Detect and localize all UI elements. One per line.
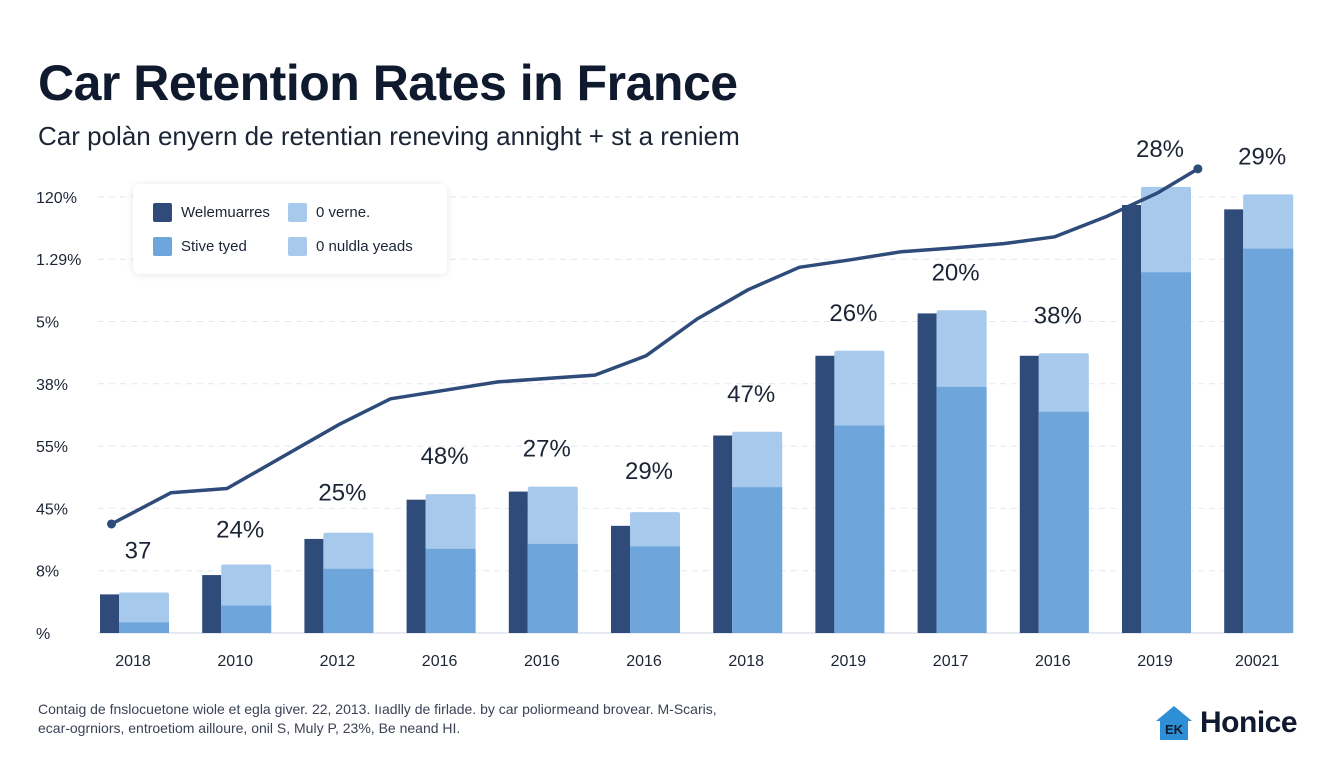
chart-subtitle: Car polàn enyern de retentian reneving a… bbox=[38, 121, 740, 151]
x-tick-label: 2012 bbox=[320, 653, 356, 670]
legend-item-verne: 0 verne. bbox=[288, 203, 370, 222]
bar-dark bbox=[611, 525, 630, 633]
legend-item-stive-tyed: Stive tyed bbox=[153, 237, 247, 256]
legend-item-nuldla-yeads: 0 nuldla yeads bbox=[288, 237, 413, 256]
data-label: 26% bbox=[829, 300, 877, 327]
bar-mid bbox=[630, 546, 680, 633]
chart-title: Car Retention Rates in France bbox=[38, 55, 738, 111]
x-tick-label: 2016 bbox=[626, 653, 662, 670]
bar-mid bbox=[221, 605, 272, 633]
legend-label: 0 verne. bbox=[316, 204, 371, 221]
legend-swatch bbox=[153, 203, 172, 222]
y-axis-ticks: 120% 1.29% 5% 38% 55% 45% 8%% bbox=[36, 190, 81, 643]
x-tick-label: 2016 bbox=[524, 653, 560, 670]
bar-dark bbox=[304, 538, 324, 633]
y-tick-label: 120% bbox=[36, 190, 77, 207]
data-label: 20% bbox=[932, 259, 980, 286]
brand-name: Honice bbox=[1200, 706, 1298, 739]
bar-mid bbox=[834, 425, 885, 633]
bar-mid bbox=[323, 568, 374, 633]
data-label: 48% bbox=[421, 443, 469, 470]
legend-swatch bbox=[153, 237, 172, 256]
x-tick-label: 20021 bbox=[1235, 653, 1280, 670]
y-tick-label: 38% bbox=[36, 377, 68, 394]
trend-line-layer bbox=[106, 164, 1203, 529]
bar-chart: 120% 1.29% 5% 38% 55% 45% 8%% 37 24% 25% 48% 27% 29… bbox=[36, 136, 1294, 670]
legend-label: 0 nuldla yeads bbox=[316, 238, 413, 255]
bar-mid bbox=[732, 487, 783, 633]
x-tick-label: 2018 bbox=[115, 653, 151, 670]
legend-swatch bbox=[288, 237, 307, 256]
bar-dark bbox=[508, 491, 528, 633]
house-logo-icon: EK bbox=[1156, 706, 1192, 740]
trend-line bbox=[110, 167, 1199, 526]
data-label: 28% bbox=[1136, 136, 1184, 163]
x-tick-label: 2017 bbox=[933, 653, 969, 670]
bar-mid bbox=[1038, 411, 1089, 633]
data-label: 24% bbox=[216, 516, 264, 543]
logo-text: EK bbox=[1165, 722, 1184, 737]
y-tick-label: 1.29% bbox=[36, 252, 81, 269]
bar-dark bbox=[100, 594, 119, 633]
data-label: 38% bbox=[1034, 302, 1082, 329]
legend-item-welemuarres: Welemuarres bbox=[153, 203, 270, 222]
y-tick-label: 5% bbox=[36, 315, 59, 332]
y-tick-label: 8% bbox=[36, 564, 59, 581]
y-tick-label: % bbox=[36, 626, 50, 643]
x-tick-label: 2016 bbox=[1035, 653, 1071, 670]
x-tick-label: 2019 bbox=[1137, 653, 1173, 670]
legend-label: Welemuarres bbox=[181, 204, 270, 221]
data-label: 29% bbox=[1238, 143, 1286, 170]
bar-mid bbox=[119, 622, 169, 633]
trend-line-endpoint bbox=[106, 519, 116, 529]
data-labels: 37 24% 25% 48% 27% 29% 47% 26% 20% 38% 28% 29% bbox=[125, 136, 1287, 565]
bars bbox=[100, 186, 1294, 634]
trend-line-endpoint bbox=[1193, 164, 1203, 174]
bar-dark bbox=[1224, 209, 1244, 634]
data-label: 25% bbox=[318, 480, 366, 507]
bar-dark bbox=[406, 499, 426, 633]
x-axis-ticks: 2018 2010 2012 2016 2016 2016 2018 2019 2017 2016… bbox=[115, 653, 1279, 670]
x-tick-label: 2019 bbox=[831, 653, 867, 670]
footer-line-2: ecar-ogrniors, entroetiom ailloure, onil… bbox=[38, 720, 461, 736]
data-label: 29% bbox=[625, 458, 673, 485]
data-label: 37 bbox=[125, 538, 152, 565]
x-tick-label: 2018 bbox=[728, 653, 764, 670]
footer-source-note: Contaig de fnslocuetone wiole et egla gi… bbox=[38, 700, 717, 738]
bar-dark bbox=[1122, 204, 1141, 633]
data-label: 27% bbox=[523, 436, 571, 463]
bar-dark bbox=[917, 313, 937, 633]
legend-swatch bbox=[288, 203, 307, 222]
y-tick-label: 45% bbox=[36, 501, 68, 518]
legend-label: Stive tyed bbox=[181, 238, 247, 255]
bar-mid bbox=[425, 548, 476, 633]
y-tick-label: 55% bbox=[36, 439, 68, 456]
data-label: 47% bbox=[727, 381, 775, 408]
bar-dark bbox=[713, 435, 733, 633]
bar-dark bbox=[202, 575, 222, 633]
bar-dark bbox=[815, 355, 835, 633]
bar-mid bbox=[1141, 272, 1191, 633]
x-tick-label: 2010 bbox=[217, 653, 253, 670]
footer-line-1: Contaig de fnslocuetone wiole et egla gi… bbox=[38, 701, 717, 717]
bar-mid bbox=[936, 386, 987, 633]
bar-dark bbox=[1019, 355, 1039, 633]
brand-logo: EK Honice bbox=[1154, 704, 1298, 742]
x-tick-label: 2016 bbox=[422, 653, 458, 670]
bar-mid bbox=[527, 543, 578, 633]
bar-mid bbox=[1243, 248, 1294, 633]
chart-legend: Welemuarres 0 verne. Stive tyed 0 nuldla… bbox=[133, 184, 447, 274]
